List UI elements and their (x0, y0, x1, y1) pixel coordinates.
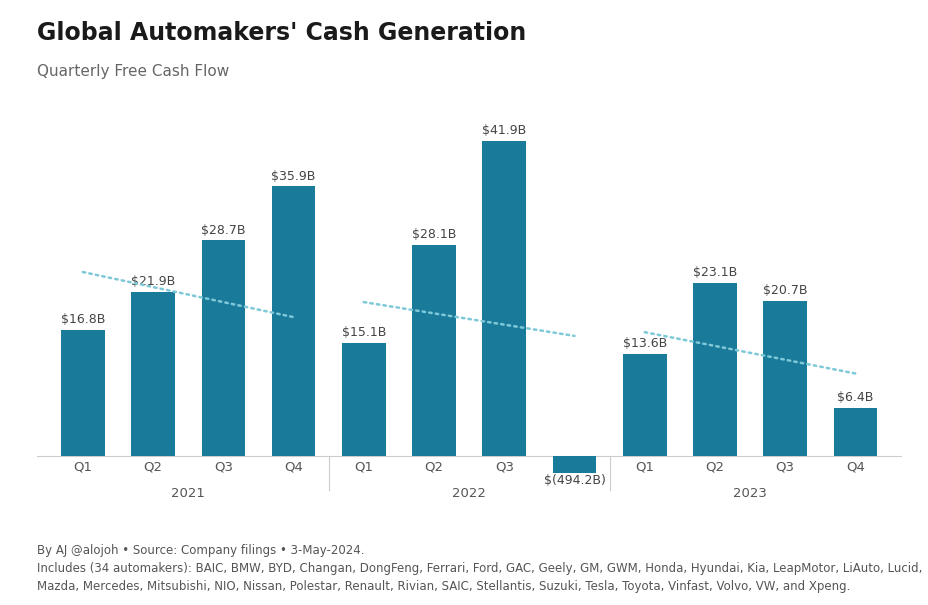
Text: $(494.2B): $(494.2B) (543, 474, 605, 487)
Bar (552, 456, 596, 473)
Bar (763, 301, 806, 456)
Text: $23.1B: $23.1B (692, 266, 736, 279)
Text: $41.9B: $41.9B (482, 125, 526, 137)
Text: $28.1B: $28.1B (411, 228, 456, 241)
Text: $21.9B: $21.9B (131, 275, 175, 288)
Bar (412, 245, 456, 456)
Text: $6.4B: $6.4B (836, 391, 872, 404)
Bar (482, 141, 525, 456)
Text: By AJ @alojoh • Source: Company filings • 3-May-2024.
Includes (34 automakers): : By AJ @alojoh • Source: Company filings … (37, 544, 922, 593)
Text: Quarterly Free Cash Flow: Quarterly Free Cash Flow (37, 64, 229, 79)
Text: $16.8B: $16.8B (60, 313, 105, 326)
Bar (832, 408, 876, 456)
Bar (272, 186, 315, 456)
Text: $28.7B: $28.7B (200, 224, 245, 237)
Text: 2023: 2023 (732, 487, 767, 500)
Bar (692, 283, 736, 456)
Bar (131, 292, 174, 456)
Text: 2022: 2022 (452, 487, 485, 500)
Text: $15.1B: $15.1B (342, 326, 385, 339)
Text: $13.6B: $13.6B (622, 337, 666, 350)
Bar (623, 354, 665, 456)
Text: 2021: 2021 (171, 487, 205, 500)
Text: $35.9B: $35.9B (271, 169, 316, 183)
Bar (342, 342, 385, 456)
Bar (61, 330, 105, 456)
Text: Global Automakers' Cash Generation: Global Automakers' Cash Generation (37, 21, 526, 45)
Text: $20.7B: $20.7B (762, 284, 806, 297)
Bar (201, 240, 245, 456)
